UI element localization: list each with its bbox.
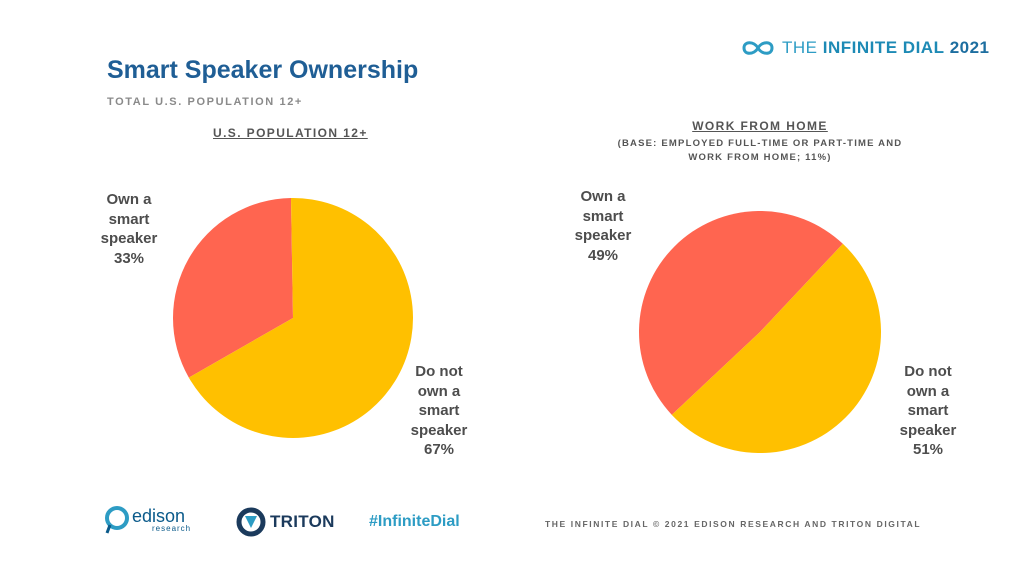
brand-text-bold: INFINITE DIAL [822,38,945,57]
right-not-own-label: Do not own a smart speaker 51% [899,363,957,458]
pie-0-slice-not-own [188,197,414,438]
right-own-label: Own a smart speaker 49% [574,188,632,264]
brand-year: 2021 [949,38,990,57]
edison-logo: edison research [104,505,191,535]
hashtag: #InfiniteDial [369,513,460,530]
page-title: Smart Speaker Ownership [107,56,419,84]
triton-mark-icon [236,507,266,537]
brand-logo: THE INFINITE DIAL 2021 [740,38,990,58]
brand-text: THE INFINITE DIAL 2021 [782,38,990,58]
triton-logo: TRITON [236,507,335,537]
edison-swirl-icon [105,506,129,534]
right-chart-title: WORK FROM HOME [692,119,828,133]
infinity-icon [742,41,774,55]
triton-wordmark: TRITON [270,512,335,531]
left-chart-title: U.S. POPULATION 12+ [213,126,368,140]
pie-1-slice-own [639,211,843,415]
right-chart-subtitle: (BASE: EMPLOYED FULL-TIME OR PART-TIME A… [617,138,903,163]
page-subtitle: TOTAL U.S. POPULATION 12+ [107,96,303,108]
pie-1-slice-not-own [671,243,882,454]
edison-wordmark: edison [132,505,186,526]
brand-text-light: THE [782,38,823,57]
pie-0-slice-own [173,198,293,378]
copyright-footer: THE INFINITE DIAL © 2021 EDISON RESEARCH… [545,519,922,529]
left-not-own-label: Do not own a smart speaker 67% [410,363,468,458]
left-own-label: Own a smart speaker 33% [100,191,158,267]
edison-subtext: research [152,523,192,533]
